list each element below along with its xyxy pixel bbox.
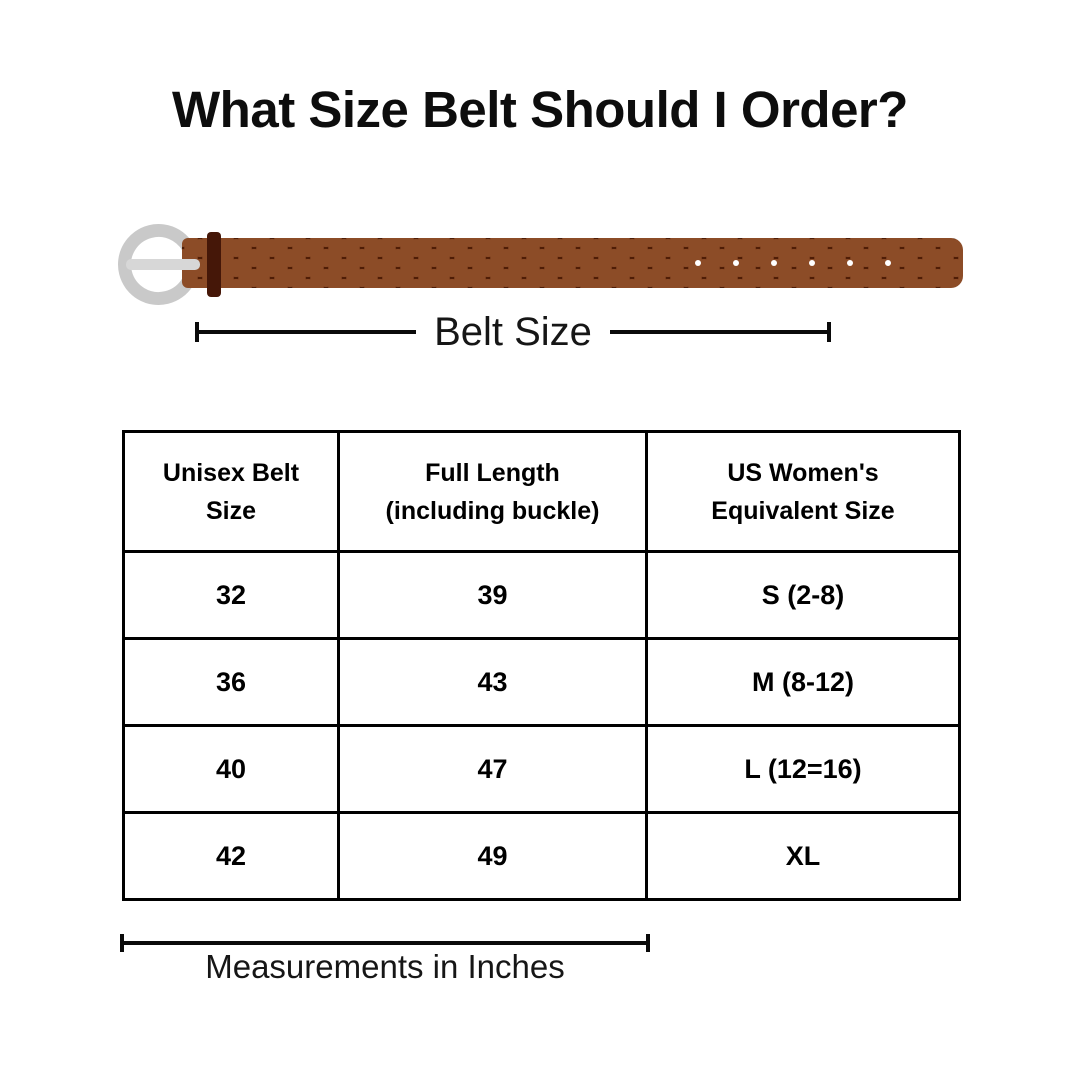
belt-hole bbox=[771, 260, 777, 266]
belt-hole bbox=[847, 260, 853, 266]
belt-prong bbox=[126, 259, 200, 270]
table-header-row: Unisex Belt Size Full Length (including … bbox=[122, 430, 961, 553]
header-full-length: Full Length (including buckle) bbox=[337, 430, 648, 553]
cell-belt-size: 40 bbox=[122, 724, 340, 814]
table-row: 36 43 M (8-12) bbox=[122, 637, 961, 727]
cell-belt-size: 36 bbox=[122, 637, 340, 727]
belt-strap bbox=[182, 238, 963, 288]
header-line: Equivalent Size bbox=[711, 496, 895, 525]
cell-womens-size: S (2-8) bbox=[645, 550, 961, 640]
measure-tick-left bbox=[120, 934, 124, 952]
measure-line-left bbox=[199, 330, 417, 334]
cell-full-length: 43 bbox=[337, 637, 648, 727]
belt-size-table: Unisex Belt Size Full Length (including … bbox=[122, 430, 961, 901]
page-title: What Size Belt Should I Order? bbox=[172, 81, 908, 138]
table-row: 42 49 XL bbox=[122, 811, 961, 901]
belt-hole bbox=[809, 260, 815, 266]
measure-line bbox=[124, 941, 646, 945]
header-line: Size bbox=[205, 496, 257, 525]
cell-womens-size: XL bbox=[645, 811, 961, 901]
measure-tick-right bbox=[646, 934, 650, 952]
header-line: (including buckle) bbox=[385, 496, 600, 525]
header-line: US Women's bbox=[727, 458, 879, 487]
table-row: 40 47 L (12=16) bbox=[122, 724, 961, 814]
cell-womens-size: L (12=16) bbox=[645, 724, 961, 814]
belt-hole bbox=[733, 260, 739, 266]
measure-tick-right bbox=[827, 322, 832, 342]
inches-measure bbox=[120, 934, 650, 952]
cell-full-length: 49 bbox=[337, 811, 648, 901]
table-row: 32 39 S (2-8) bbox=[122, 550, 961, 640]
cell-belt-size: 42 bbox=[122, 811, 340, 901]
cell-womens-size: M (8-12) bbox=[645, 637, 961, 727]
belt-size-label: Belt Size bbox=[434, 310, 592, 354]
belt-size-measure: Belt Size bbox=[195, 310, 832, 354]
header-unisex-belt-size: Unisex Belt Size bbox=[122, 430, 340, 553]
cell-full-length: 39 bbox=[337, 550, 648, 640]
measure-line-right bbox=[609, 330, 828, 334]
cell-full-length: 47 bbox=[337, 724, 648, 814]
belt-hole bbox=[695, 260, 701, 266]
belt-illustration bbox=[0, 0, 1080, 340]
header-line: Full Length bbox=[425, 458, 560, 487]
measure-tick-left bbox=[195, 322, 199, 342]
belt-keeper bbox=[207, 232, 221, 297]
belt-holes bbox=[695, 260, 891, 266]
measurements-unit-label: Measurements in Inches bbox=[205, 948, 565, 985]
header-us-womens-size: US Women's Equivalent Size bbox=[645, 430, 961, 553]
cell-belt-size: 32 bbox=[122, 550, 340, 640]
belt-hole bbox=[885, 260, 891, 266]
header-line: Unisex Belt bbox=[162, 458, 300, 487]
